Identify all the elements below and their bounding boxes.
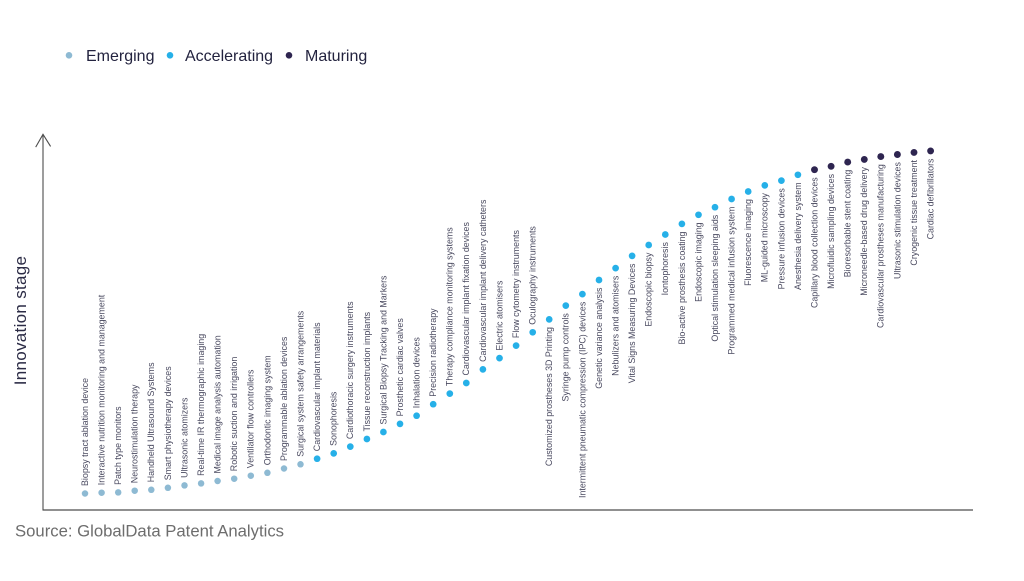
svg-text:Fluorescence imaging: Fluorescence imaging bbox=[743, 199, 753, 286]
svg-text:Neurostimulation therapy: Neurostimulation therapy bbox=[130, 384, 140, 483]
svg-text:Prosthetic cardiac valves: Prosthetic cardiac valves bbox=[395, 318, 405, 417]
svg-text:Smart physiotherapy devices: Smart physiotherapy devices bbox=[163, 366, 173, 481]
svg-text:Syringe pump controls: Syringe pump controls bbox=[561, 313, 571, 402]
svg-text:Surgical Biopsy Tracking and M: Surgical Biopsy Tracking and Markers bbox=[378, 275, 388, 425]
svg-text:Anesthesia delivery system: Anesthesia delivery system bbox=[793, 182, 803, 290]
svg-text:Nebulizers and atomisers: Nebulizers and atomisers bbox=[611, 275, 621, 376]
svg-text:Pressure infusion devices: Pressure infusion devices bbox=[776, 188, 786, 290]
svg-text:Endoscopic biopsy: Endoscopic biopsy bbox=[644, 252, 654, 327]
svg-text:Flow cytometry instruments: Flow cytometry instruments bbox=[511, 230, 521, 339]
svg-text:Bioresorbable stent coating: Bioresorbable stent coating bbox=[843, 170, 853, 278]
svg-text:Orthodontic imaging system: Orthodontic imaging system bbox=[262, 355, 272, 465]
svg-text:Electric atomisers: Electric atomisers bbox=[494, 280, 504, 351]
svg-text:Innovation stage: Innovation stage bbox=[11, 256, 30, 386]
svg-text:Programmable ablation devices: Programmable ablation devices bbox=[279, 336, 289, 461]
svg-text:Endoscopic imaging: Endoscopic imaging bbox=[693, 222, 703, 301]
svg-text:Cardiovascular implant fixatio: Cardiovascular implant fixation devices bbox=[461, 222, 471, 376]
svg-text:Source: GlobalData Patent Anal: Source: GlobalData Patent Analytics bbox=[15, 522, 284, 541]
svg-text:Handheld Ultrasound Systems: Handheld Ultrasound Systems bbox=[146, 362, 156, 482]
svg-text:Cardiovascular implant deliver: Cardiovascular implant delivery catheter… bbox=[478, 199, 488, 362]
svg-text:Oculography instruments: Oculography instruments bbox=[528, 226, 538, 325]
svg-text:Intermittent pneumatic compres: Intermittent pneumatic compression (IPC)… bbox=[577, 301, 587, 498]
svg-text:Maturing: Maturing bbox=[305, 48, 367, 65]
svg-text:Biopsy tract ablation device: Biopsy tract ablation device bbox=[80, 378, 90, 486]
svg-text:Optical stimulation sleeping a: Optical stimulation sleeping aids bbox=[710, 214, 720, 341]
svg-text:Precision radiotherapy: Precision radiotherapy bbox=[428, 308, 438, 397]
svg-text:Interactive nutrition monitori: Interactive nutrition monitoring and man… bbox=[97, 294, 107, 485]
svg-text:Real-time IR thermographic ima: Real-time IR thermographic imaging bbox=[196, 334, 206, 476]
svg-text:Accelerating: Accelerating bbox=[185, 48, 273, 65]
svg-text:Customized prostheses 3D Print: Customized prostheses 3D Printing bbox=[544, 327, 554, 466]
svg-text:Iontophoresis: Iontophoresis bbox=[660, 242, 670, 296]
svg-text:Vital Signs Measuring Devices: Vital Signs Measuring Devices bbox=[627, 263, 637, 383]
svg-text:Cardiovascular implant materia: Cardiovascular implant materials bbox=[312, 322, 322, 451]
svg-text:Genetic variance analysis: Genetic variance analysis bbox=[594, 287, 604, 389]
svg-text:Cardiovascular prostheses manu: Cardiovascular prostheses manufacturing bbox=[876, 164, 886, 328]
svg-text:Cryogenic tissue treatment: Cryogenic tissue treatment bbox=[909, 159, 919, 265]
svg-text:Programmed medical infusion sy: Programmed medical infusion system bbox=[727, 207, 737, 355]
svg-text:Emerging: Emerging bbox=[86, 48, 154, 65]
svg-text:Bio-active prosthesis coating: Bio-active prosthesis coating bbox=[677, 231, 687, 344]
svg-text:Cardiothoracic surgery instrum: Cardiothoracic surgery instruments bbox=[345, 301, 355, 439]
svg-text:Therapy compliance monitoring: Therapy compliance monitoring systems bbox=[445, 227, 455, 386]
svg-text:Ultrasonic atomizers: Ultrasonic atomizers bbox=[179, 397, 189, 478]
svg-text:Patch type monitors: Patch type monitors bbox=[113, 406, 123, 485]
svg-text:Sonophoresis: Sonophoresis bbox=[329, 391, 339, 446]
svg-text:Inhalation devices: Inhalation devices bbox=[412, 337, 422, 409]
svg-text:Medical image analysis automat: Medical image analysis automation bbox=[213, 335, 223, 473]
svg-text:Microfluidic sampling devices: Microfluidic sampling devices bbox=[826, 173, 836, 288]
svg-text:ML-guided microscopy: ML-guided microscopy bbox=[760, 192, 770, 282]
svg-text:Robotic suction and irrigation: Robotic suction and irrigation bbox=[229, 357, 239, 472]
svg-text:Surgical system safety arrange: Surgical system safety arrangements bbox=[295, 310, 305, 457]
svg-text:Cardiac defibrillators: Cardiac defibrillators bbox=[926, 158, 936, 239]
svg-text:Ventilator flow controllers: Ventilator flow controllers bbox=[246, 369, 256, 468]
svg-text:Microneedle-based drug deliver: Microneedle-based drug delivery bbox=[859, 166, 869, 295]
svg-text:Tissue reconstruction implants: Tissue reconstruction implants bbox=[362, 311, 372, 431]
svg-text:Capillary blood collection dev: Capillary blood collection devices bbox=[809, 177, 819, 308]
svg-text:Ultrasonic stimulation devices: Ultrasonic stimulation devices bbox=[892, 162, 902, 279]
